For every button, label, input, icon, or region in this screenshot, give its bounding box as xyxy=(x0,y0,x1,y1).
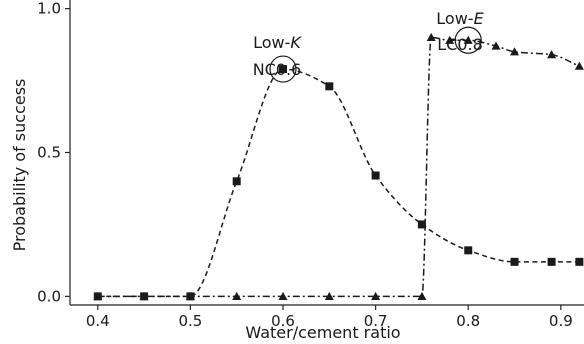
series-0-point xyxy=(232,177,241,186)
x-tick-label: 0.6 xyxy=(271,312,295,330)
series-1-point xyxy=(547,50,557,59)
series-1-point xyxy=(371,291,381,300)
series-1-point xyxy=(139,291,149,300)
highlight-circles xyxy=(269,26,482,83)
series-1-point xyxy=(324,291,334,300)
series-1-point xyxy=(185,291,195,300)
series-0-point xyxy=(575,257,584,266)
axes xyxy=(69,0,584,306)
y-tick-label: 1.0 xyxy=(37,0,61,18)
series-1-point xyxy=(491,41,501,50)
x-tick-label: 0.7 xyxy=(364,312,388,330)
series-1-point xyxy=(463,35,473,44)
markers-layer xyxy=(93,32,584,301)
series-0-point xyxy=(510,257,519,266)
series-1-point xyxy=(417,291,427,300)
annotation-low-k: Low-K xyxy=(253,33,302,52)
y-tick-label: 0.0 xyxy=(37,287,61,305)
series-0-point xyxy=(417,220,426,229)
x-tick-label: 0.5 xyxy=(178,312,202,330)
series-1-point xyxy=(93,291,103,300)
series-0-point xyxy=(371,171,380,180)
series-1-point xyxy=(426,32,436,42)
series-1-point xyxy=(510,47,520,56)
series-0-line xyxy=(97,68,580,298)
x-tick-label: 0.9 xyxy=(549,312,573,330)
curves-layer xyxy=(97,36,580,298)
series-0-point xyxy=(279,65,288,74)
series-0-point xyxy=(325,82,334,91)
x-tick-label: 0.4 xyxy=(86,312,110,330)
annotations: Low-K NC0.6 Low-E LC0.8 xyxy=(253,9,485,79)
annotation-nc06: NC0.6 xyxy=(253,60,302,79)
series-1-point xyxy=(232,291,242,300)
series-0-point xyxy=(547,257,556,266)
highlight-circle-1 xyxy=(454,26,482,54)
x-tick-label: 0.8 xyxy=(456,312,480,330)
series-1-point xyxy=(445,35,455,44)
highlight-circle-0 xyxy=(269,55,297,83)
annotation-lc08: LC0.8 xyxy=(437,35,483,54)
series-1-point xyxy=(278,291,288,300)
y-axis-label: Probability of success xyxy=(10,79,29,252)
ticks: 0.4 0.5 0.6 0.7 0.8 0.9 0.0 0.5 1.0 xyxy=(37,0,573,330)
annotation-low-e: Low-E xyxy=(436,9,484,28)
y-tick-label: 0.5 xyxy=(37,144,61,162)
x-axis-label: Water/cement ratio xyxy=(245,323,400,342)
series-0-point xyxy=(464,246,473,255)
series-1-point xyxy=(574,61,584,70)
series-1-line xyxy=(97,36,580,298)
